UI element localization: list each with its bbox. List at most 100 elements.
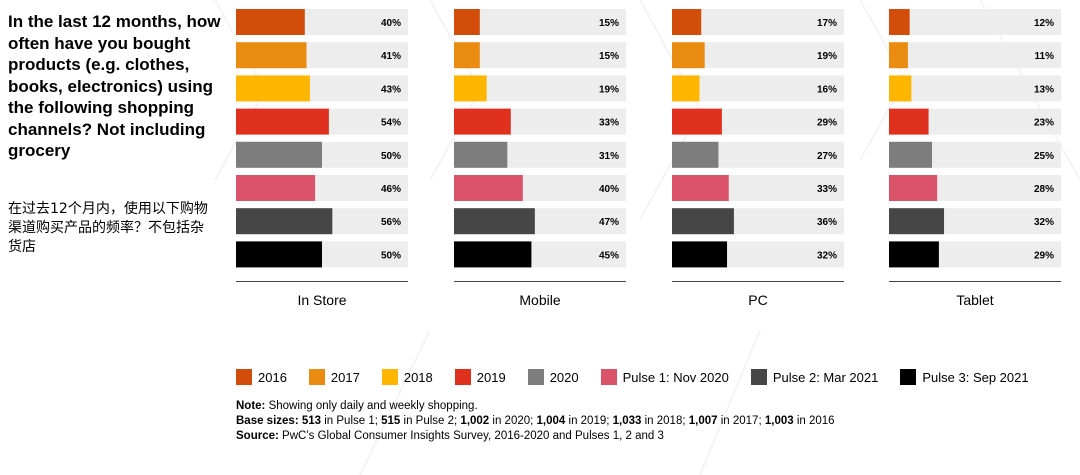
data-label: 41%	[381, 51, 401, 62]
legend-label: Pulse 3: Sep 2021	[922, 369, 1029, 385]
bar-in-store-2016	[236, 9, 305, 35]
bar-pc-2017	[672, 42, 705, 69]
panel-label: In Store	[297, 292, 346, 308]
note-line: Note: Showing only daily and weekly shop…	[236, 400, 478, 412]
panel-pc: 17% 19% 16% 29% 27% 33% 36% 32% PC	[672, 9, 844, 308]
data-label: 56%	[381, 217, 401, 228]
legend-label: 2016	[258, 369, 287, 385]
bar-pc-pulse-1-nov-2020	[672, 175, 729, 201]
bar-tablet-2019	[889, 108, 929, 135]
legend-item: 2017	[308, 369, 360, 385]
legend-label: 2017	[330, 369, 360, 385]
bar-tablet-2017	[889, 42, 908, 69]
bar-in-store-pulse-1-nov-2020	[236, 175, 316, 201]
bar-in-store-pulse-3-sep-2021	[236, 241, 322, 268]
data-label: 27%	[817, 151, 837, 162]
legend-item: 2019	[454, 369, 506, 385]
bar-in-store-2020	[236, 141, 322, 168]
question-zh: 在过去12个月内，使用以下购物渠道购买产品的频率？不包括杂货店	[8, 201, 208, 255]
bar-track	[672, 75, 844, 102]
legend-item: 2018	[381, 369, 433, 385]
chart-legend: 2016 2017 2018 2019 2020 Pulse 1: Nov 2020 Pul…	[236, 367, 1029, 387]
data-label: 15%	[599, 51, 619, 62]
bar-mobile-2018	[454, 75, 487, 102]
bar-track	[454, 9, 626, 35]
data-label: 11%	[1035, 51, 1055, 62]
bar-tablet-pulse-1-nov-2020	[889, 175, 938, 201]
data-label: 32%	[817, 250, 837, 261]
data-label: 23%	[1034, 118, 1054, 129]
data-label: 29%	[1034, 250, 1054, 261]
legend-swatch	[381, 369, 398, 385]
bar-charts: 40% 41% 43% 54% 50% 46% 56% 50% In Store 15% 15% 19…	[236, 9, 1061, 308]
bar-pc-2019	[672, 108, 722, 135]
legend-label: Pulse 1: Nov 2020	[622, 369, 729, 385]
legend-item: 2020	[527, 369, 579, 385]
bar-mobile-2019	[454, 108, 511, 135]
bar-pc-pulse-3-sep-2021	[672, 241, 728, 268]
data-label: 32%	[1034, 217, 1054, 228]
data-label: 36%	[817, 217, 837, 228]
bar-mobile-2016	[454, 9, 480, 35]
data-label: 40%	[381, 18, 401, 29]
notes: Note: Showing only daily and weekly shop…	[236, 399, 1056, 444]
bar-track	[889, 42, 1061, 69]
data-label: 43%	[381, 84, 401, 95]
data-label: 31%	[599, 151, 619, 162]
bar-tablet-2018	[889, 75, 912, 102]
data-label: 40%	[599, 184, 619, 195]
data-label: 12%	[1034, 18, 1054, 29]
question-en: In the last 12 months, how often have yo…	[8, 12, 221, 160]
legend-item: Pulse 2: Mar 2021	[750, 369, 879, 385]
legend-swatch	[308, 369, 325, 385]
base-sizes-line: Base sizes: 513 in Pulse 1; 515 in Pulse…	[236, 415, 835, 427]
data-label: 50%	[381, 151, 401, 162]
bar-pc-2018	[672, 75, 700, 102]
panel-label: Tablet	[956, 292, 993, 308]
bar-mobile-pulse-2-mar-2021	[454, 208, 535, 235]
panel-label: Mobile	[519, 292, 560, 308]
bar-pc-2020	[672, 141, 719, 168]
bar-tablet-2020	[889, 141, 932, 168]
legend-item: 2016	[236, 369, 287, 385]
legend-swatch	[900, 369, 917, 385]
legend-swatch	[527, 369, 544, 385]
data-label: 16%	[817, 84, 837, 95]
bar-mobile-pulse-1-nov-2020	[454, 175, 523, 201]
legend-swatch	[750, 369, 767, 385]
bar-pc-2016	[672, 9, 702, 35]
bar-mobile-2017	[454, 42, 480, 69]
bar-tablet-pulse-3-sep-2021	[889, 241, 939, 268]
data-label: 33%	[599, 118, 619, 129]
bar-pc-pulse-2-mar-2021	[672, 208, 734, 235]
legend-label: Pulse 2: Mar 2021	[772, 369, 879, 385]
panel-tablet: 12% 11% 13% 23% 25% 28% 32% 29% Tablet	[889, 9, 1061, 308]
source-line: Source: PwC’s Global Consumer Insights S…	[236, 430, 664, 442]
legend-item: Pulse 3: Sep 2021	[900, 369, 1029, 385]
bar-in-store-2019	[236, 108, 329, 135]
data-label: 47%	[599, 217, 619, 228]
panel-in-store: 40% 41% 43% 54% 50% 46% 56% 50% In Store	[236, 9, 408, 308]
panel-label: PC	[748, 292, 767, 308]
bar-tablet-pulse-2-mar-2021	[889, 208, 945, 235]
bar-track	[454, 42, 626, 69]
bar-track	[889, 9, 1061, 35]
bar-in-store-pulse-2-mar-2021	[236, 208, 333, 235]
data-label: 46%	[381, 184, 401, 195]
legend-label: 2018	[403, 369, 433, 385]
data-label: 17%	[817, 18, 837, 29]
bar-tablet-2016	[889, 9, 910, 35]
bar-in-store-2018	[236, 75, 310, 102]
data-label: 33%	[817, 184, 837, 195]
legend-swatch	[454, 369, 471, 385]
data-label: 19%	[817, 51, 837, 62]
data-label: 15%	[599, 18, 619, 29]
data-label: 28%	[1034, 184, 1054, 195]
data-label: 13%	[1034, 84, 1054, 95]
data-label: 19%	[599, 84, 619, 95]
data-label: 25%	[1034, 151, 1054, 162]
legend-label: 2020	[549, 369, 579, 385]
bar-track	[889, 75, 1061, 102]
bar-mobile-2020	[454, 141, 508, 168]
data-label: 29%	[817, 118, 837, 129]
